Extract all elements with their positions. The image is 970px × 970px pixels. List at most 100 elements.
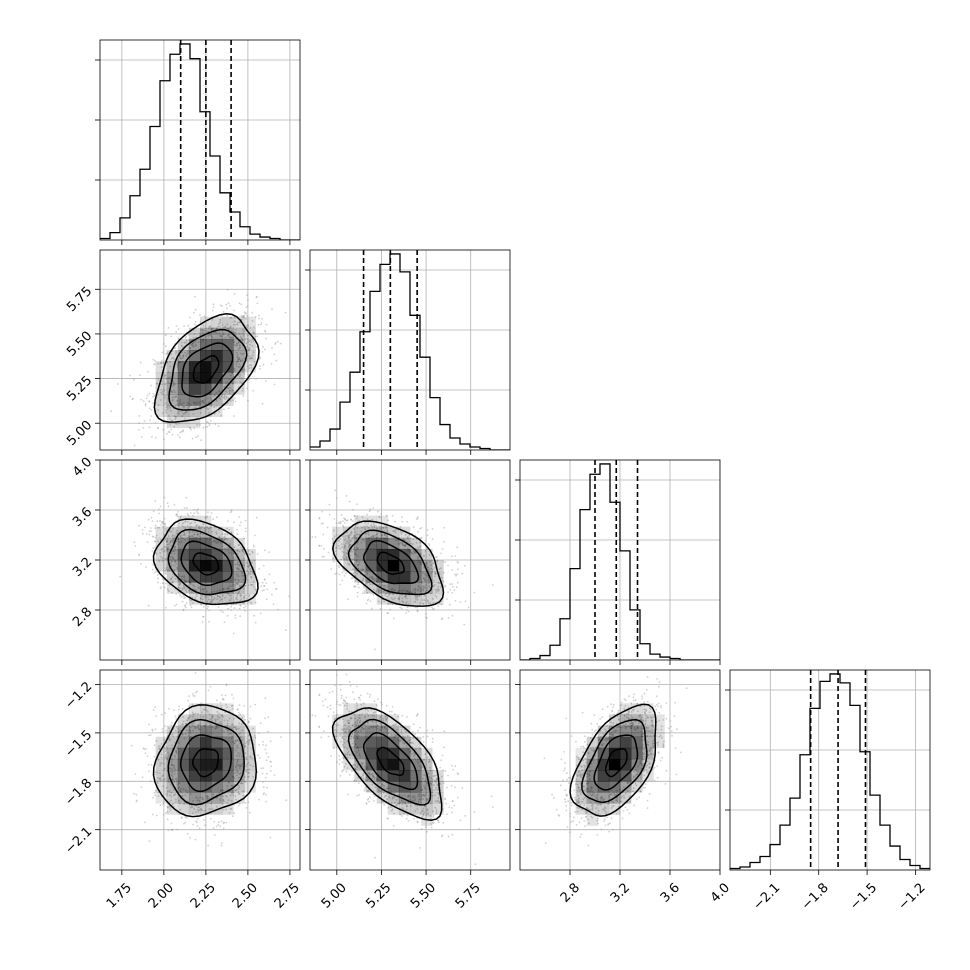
scatter-point	[656, 765, 659, 767]
scatter-point	[153, 394, 156, 397]
scatter-point	[202, 715, 205, 718]
scatter-point	[187, 324, 190, 327]
scatter-point	[192, 536, 195, 539]
scatter-point	[174, 793, 177, 796]
contour-1	[181, 342, 234, 398]
scatter-point	[252, 389, 255, 392]
scatter-point	[639, 790, 642, 793]
scatter-point	[259, 722, 262, 725]
scatter-point	[149, 419, 151, 421]
scatter-point	[353, 734, 356, 737]
scatter-point	[420, 795, 423, 797]
scatter-point	[655, 695, 658, 698]
scatter-point	[434, 572, 437, 575]
scatter-point	[440, 835, 443, 838]
scatter-point	[153, 546, 156, 549]
density-cell	[410, 537, 422, 550]
scatter-point	[247, 734, 250, 737]
scatter-point	[210, 802, 213, 805]
scatter-point	[463, 623, 466, 626]
scatter-point	[449, 583, 451, 586]
scatter-point	[230, 531, 233, 534]
scatter-point	[224, 794, 227, 797]
density-cell	[211, 350, 223, 362]
scatter-point	[182, 533, 185, 536]
scatter-point	[165, 411, 168, 414]
scatter-point	[227, 587, 229, 590]
scatter-point	[138, 415, 141, 417]
scatter-point	[551, 793, 553, 796]
scatter-point	[627, 725, 630, 728]
scatter-point	[175, 352, 177, 355]
scatter-point	[160, 762, 163, 765]
scatter-point	[186, 791, 189, 794]
scatter-point	[212, 518, 215, 521]
scatter-point	[451, 811, 453, 814]
scatter-point	[148, 400, 151, 403]
scatter-point	[237, 788, 240, 790]
density-cell	[398, 792, 411, 804]
scatter-point	[175, 513, 178, 516]
scatter-point	[420, 536, 423, 539]
histogram-2	[520, 463, 720, 660]
scatter-point	[169, 541, 172, 544]
scatter-point	[186, 407, 189, 409]
y-tick-label: −2.1	[62, 824, 95, 857]
scatter-point	[349, 729, 351, 731]
scatter-point	[239, 360, 242, 362]
scatter-point	[416, 821, 419, 824]
scatter-point	[191, 535, 194, 538]
scatter-point	[384, 788, 386, 790]
scatter-point	[645, 717, 647, 720]
scatter-point	[227, 549, 230, 552]
scatter-point	[348, 753, 351, 756]
density-cell	[200, 703, 212, 715]
scatter-point	[228, 594, 231, 597]
scatter-point	[167, 755, 170, 758]
scatter-point	[362, 577, 365, 580]
scatter-point	[366, 592, 369, 594]
scatter-point	[335, 522, 338, 524]
scatter-point	[185, 602, 188, 604]
scatter-point	[338, 522, 340, 525]
scatter-point	[161, 728, 164, 730]
scatter-point	[228, 334, 230, 336]
scatter-point	[642, 786, 645, 789]
scatter-point	[201, 329, 204, 331]
scatter-point	[175, 529, 178, 532]
scatter-point	[201, 588, 204, 591]
scatter-point	[142, 427, 145, 429]
scatter-point	[157, 404, 160, 406]
scatter-point	[639, 762, 641, 764]
scatter-point	[239, 381, 242, 383]
density-cell	[177, 515, 190, 528]
scatter-point	[177, 337, 180, 339]
scatter-point	[650, 717, 653, 719]
scatter-point	[685, 687, 688, 689]
scatter-point	[397, 597, 400, 600]
scatter-point	[328, 691, 331, 694]
scatter-point	[155, 715, 158, 718]
scatter-point	[624, 727, 627, 730]
scatter-point	[240, 570, 242, 572]
scatter-point	[415, 541, 418, 544]
scatter-point	[356, 766, 359, 768]
scatter-point	[162, 572, 165, 574]
density-cell	[166, 770, 179, 782]
scatter-point	[247, 775, 250, 778]
scatter-point	[366, 692, 369, 695]
scatter-point	[451, 569, 453, 571]
scatter-point	[213, 394, 216, 397]
scatter-point	[420, 797, 423, 799]
scatter-point	[244, 745, 246, 748]
scatter-point	[262, 363, 265, 366]
scatter-point	[419, 590, 422, 593]
scatter-point	[341, 543, 343, 545]
density-cell	[421, 593, 433, 605]
scatter-point	[651, 729, 654, 732]
density-cell	[200, 515, 212, 528]
scatter-point	[639, 705, 641, 708]
scatter-point	[356, 548, 359, 551]
scatter-point	[640, 730, 643, 733]
scatter-point	[451, 807, 453, 809]
